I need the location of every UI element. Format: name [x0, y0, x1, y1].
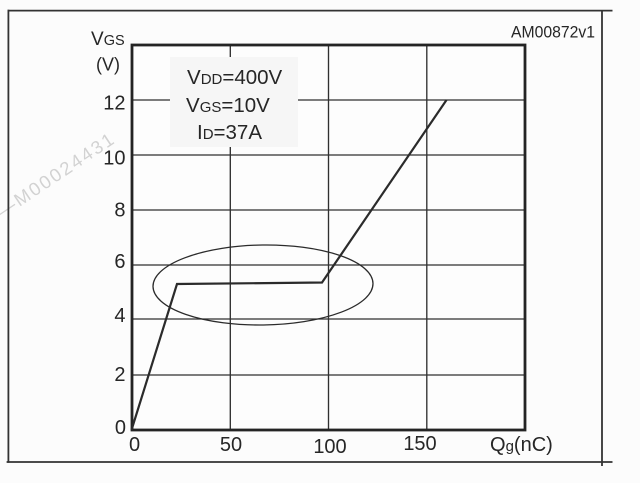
svg-text:VGS=10V: VGS=10V	[186, 94, 270, 117]
svg-text:VDD=400V: VDD=400V	[187, 66, 283, 89]
svg-text:Qg(nC): Qg(nC)	[490, 434, 553, 456]
svg-text:2: 2	[114, 364, 125, 386]
svg-text:8: 8	[114, 200, 125, 222]
svg-text:(V): (V)	[96, 55, 120, 75]
svg-text:10: 10	[103, 148, 125, 170]
svg-text:0: 0	[115, 417, 126, 439]
svg-text:ID=37A: ID=37A	[197, 121, 262, 144]
svg-text:100: 100	[313, 436, 346, 458]
svg-text:150: 150	[403, 433, 436, 455]
svg-text:6: 6	[114, 251, 125, 273]
svg-text:12: 12	[103, 93, 125, 115]
svg-text:0: 0	[129, 434, 140, 456]
svg-text:AM00872v1: AM00872v1	[511, 24, 595, 42]
svg-text:4: 4	[114, 305, 125, 327]
svg-text:VGS: VGS	[91, 29, 125, 50]
svg-text:50: 50	[220, 434, 242, 456]
